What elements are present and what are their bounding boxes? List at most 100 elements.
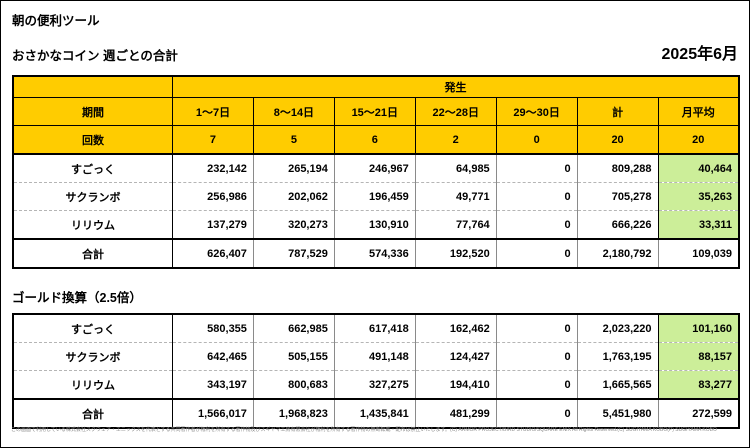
column-header: 1～7日 [172, 97, 254, 126]
value-cell: 256,986 [172, 182, 254, 211]
row-label: サクランボ [13, 342, 173, 371]
column-header: 期間 [12, 97, 173, 126]
value-cell: 77,764 [414, 210, 497, 239]
table-row: すごっく 580,355 662,985 617,418 162,462 0 2,023,2… [13, 313, 739, 343]
column-header: 22～28日 [414, 97, 497, 126]
value-cell: 35,263 [657, 182, 739, 211]
corner-cell [12, 75, 173, 98]
column-header: 15～21日 [333, 97, 416, 126]
value-cell: 137,279 [172, 210, 254, 239]
value-cell: 1,763,195 [576, 342, 659, 371]
column-header: 月平均 [657, 97, 740, 126]
value-cell: 0 [495, 153, 578, 183]
total-label: 合計 [13, 238, 173, 268]
weekly-coin-table: 発生 期間 1～7日 8～14日 15～21日 22～28日 29～30日計月平均 回数 7 5 6… [12, 75, 740, 269]
copyright-footer: この画面で利用している株式会社スクウェア・エニックスを代表とする共同著作者が権利… [11, 427, 717, 433]
value-cell: 265,194 [252, 153, 335, 183]
group-header-row: 発生 [12, 75, 740, 98]
value-cell: 0 [495, 210, 578, 239]
value-cell: 809,288 [576, 153, 659, 183]
row-label: すごっく [13, 313, 173, 343]
subheader: おさかなコイン 週ごとの合計 2025年6月 [12, 40, 738, 64]
column-header: 29～30日 [495, 97, 578, 126]
page-title: 朝の便利ツール [12, 14, 100, 28]
gold-section-title: ゴールド換算（2.5倍） [12, 291, 142, 305]
counts-row: 回数 7 5 6 2 0 20 20 [12, 125, 740, 155]
month-label: 2025年6月 [661, 46, 739, 63]
value-cell: 88,157 [657, 342, 739, 371]
value-cell: 130,910 [333, 210, 416, 239]
table-subtitle: おさかなコイン 週ごとの合計 [12, 49, 178, 63]
value-cell: 194,410 [414, 370, 497, 399]
total-value-cell: 481,299 [414, 398, 497, 428]
value-cell: 101,160 [657, 313, 739, 343]
value-cell: 0 [495, 313, 578, 343]
total-value-cell: 1,435,841 [333, 398, 416, 428]
total-value-cell: 787,529 [252, 238, 335, 268]
value-cell: 327,275 [333, 370, 416, 399]
total-value-cell: 5,451,980 [576, 398, 659, 428]
value-cell: 162,462 [414, 313, 497, 343]
total-label: 合計 [13, 398, 173, 428]
row-label: リリウム [13, 370, 173, 399]
value-cell: 202,062 [252, 182, 335, 211]
total-value-cell: 109,039 [657, 238, 739, 268]
value-cell: 580,355 [172, 313, 254, 343]
table-row: リリウム 137,279 320,273 130,910 77,764 0 666,226 3… [13, 210, 739, 239]
value-cell: 0 [495, 370, 578, 399]
total-value-cell: 0 [495, 238, 578, 268]
value-cell: 40,464 [657, 153, 739, 183]
value-cell: 1,665,565 [576, 370, 659, 399]
value-cell: 196,459 [333, 182, 416, 211]
value-cell: 666,226 [576, 210, 659, 239]
value-cell: 246,967 [333, 153, 416, 183]
total-value-cell: 626,407 [172, 238, 254, 268]
count-cell: 5 [252, 125, 335, 155]
table-row: リリウム 343,197 800,683 327,275 194,410 0 1,665,5… [13, 370, 739, 399]
value-cell: 64,985 [414, 153, 497, 183]
gold-conversion-table: すごっく 580,355 662,985 617,418 162,462 0 2,023,2… [12, 313, 740, 429]
value-cell: 33,311 [657, 210, 739, 239]
total-row: 合計 1,566,017 1,968,823 1,435,841 481,299 0 5,4… [13, 398, 739, 428]
row-label: リリウム [13, 210, 173, 239]
table-row: サクランボ 256,986 202,062 196,459 49,771 0 705,278… [13, 182, 739, 211]
value-cell: 642,465 [172, 342, 254, 371]
total-value-cell: 0 [495, 398, 578, 428]
value-cell: 232,142 [172, 153, 254, 183]
column-header: 計 [576, 97, 659, 126]
value-cell: 491,148 [333, 342, 416, 371]
value-cell: 320,273 [252, 210, 335, 239]
total-value-cell: 192,520 [414, 238, 497, 268]
value-cell: 800,683 [252, 370, 335, 399]
value-cell: 2,023,220 [576, 313, 659, 343]
column-header-row: 期間 1～7日 8～14日 15～21日 22～28日 29～30日計月平均 [12, 97, 740, 126]
counts-label: 回数 [12, 125, 173, 155]
row-label: すごっく [13, 153, 173, 183]
count-cell: 6 [333, 125, 416, 155]
value-cell: 662,985 [252, 313, 335, 343]
total-value-cell: 1,968,823 [252, 398, 335, 428]
value-cell: 0 [495, 182, 578, 211]
group-header: 発生 [172, 75, 740, 98]
total-value-cell: 272,599 [657, 398, 739, 428]
count-cell: 0 [495, 125, 578, 155]
value-cell: 705,278 [576, 182, 659, 211]
value-cell: 83,277 [657, 370, 739, 399]
count-cell: 20 [657, 125, 740, 155]
value-cell: 343,197 [172, 370, 254, 399]
value-cell: 505,155 [252, 342, 335, 371]
total-value-cell: 1,566,017 [172, 398, 254, 428]
value-cell: 49,771 [414, 182, 497, 211]
column-header: 8～14日 [252, 97, 335, 126]
count-cell: 20 [576, 125, 659, 155]
table-row: すごっく 232,142 265,194 246,967 64,985 0 809,288 4… [13, 153, 739, 183]
value-cell: 124,427 [414, 342, 497, 371]
table-row: サクランボ 642,465 505,155 491,148 124,427 0 1,763,… [13, 342, 739, 371]
count-cell: 2 [414, 125, 497, 155]
total-row: 合計 626,407 787,529 574,336 192,520 0 2,180,792… [13, 238, 739, 268]
row-label: サクランボ [13, 182, 173, 211]
total-value-cell: 574,336 [333, 238, 416, 268]
value-cell: 0 [495, 342, 578, 371]
total-value-cell: 2,180,792 [576, 238, 659, 268]
